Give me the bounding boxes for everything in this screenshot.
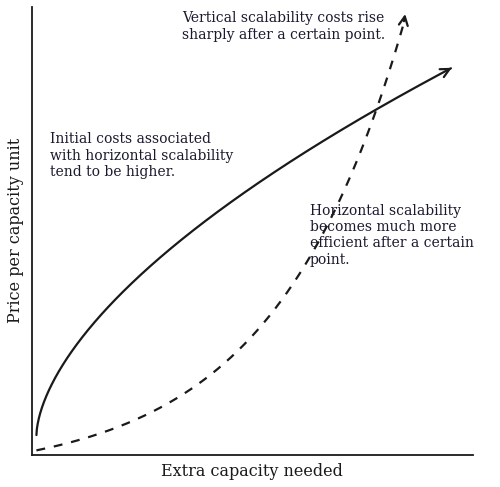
Text: Horizontal scalability
becomes much more
efficient after a certain
point.: Horizontal scalability becomes much more… [310,204,474,266]
Text: Initial costs associated
with horizontal scalability
tend to be higher.: Initial costs associated with horizontal… [50,132,233,179]
Text: Vertical scalability costs rise
sharply after a certain point.: Vertical scalability costs rise sharply … [182,11,385,41]
X-axis label: Extra capacity needed: Extra capacity needed [162,463,344,480]
Y-axis label: Price per capacity unit: Price per capacity unit [7,138,24,323]
